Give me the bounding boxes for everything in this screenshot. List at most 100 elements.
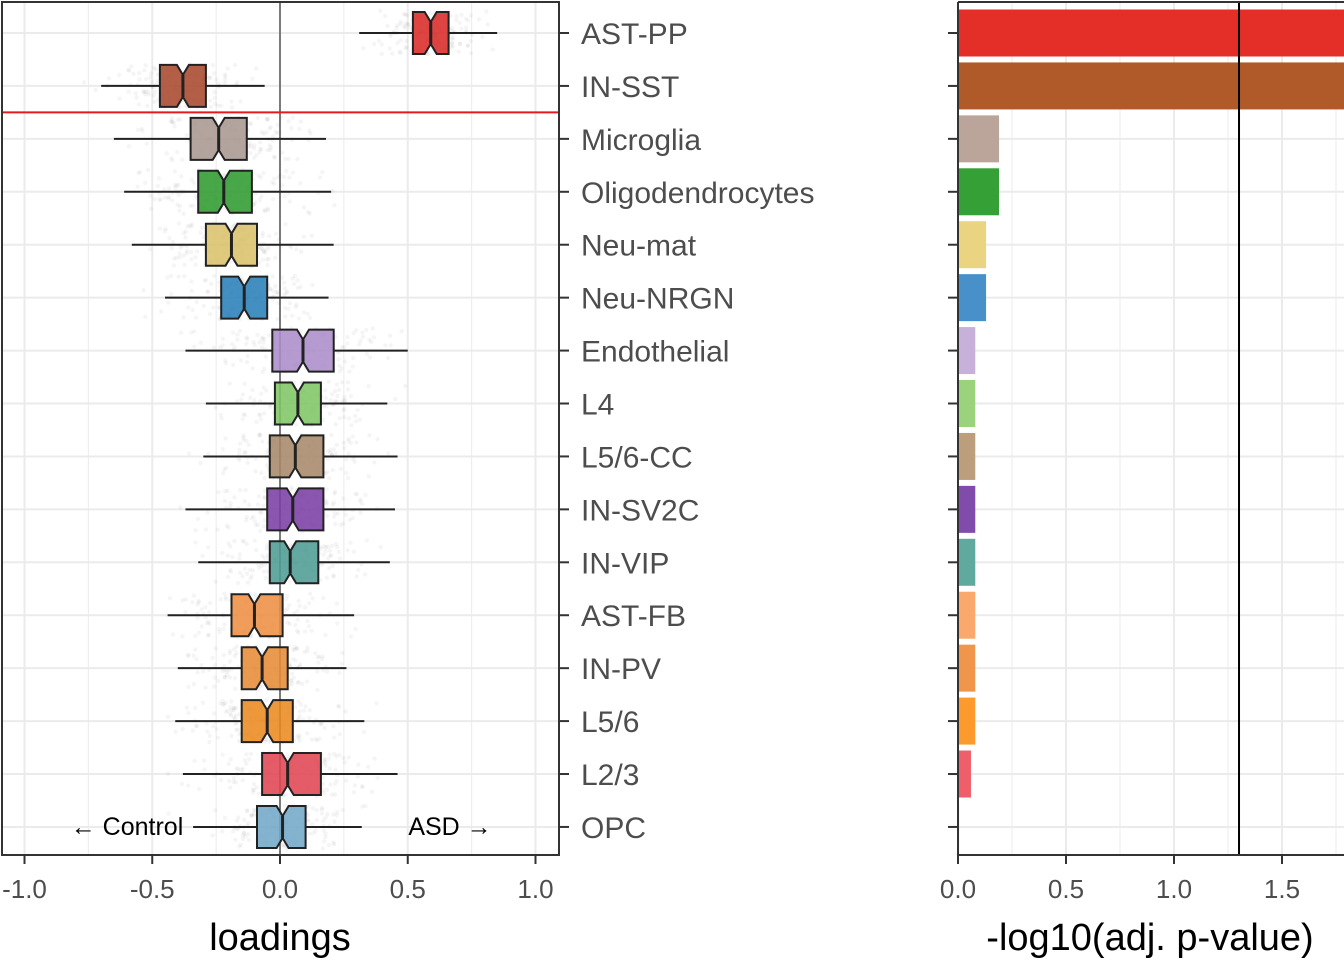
jitter-point bbox=[267, 739, 272, 744]
jitter-point bbox=[283, 792, 288, 797]
jitter-point bbox=[321, 668, 326, 673]
jitter-point bbox=[216, 81, 221, 86]
jitter-point bbox=[402, 25, 408, 30]
jitter-point bbox=[148, 71, 154, 76]
jitter-point bbox=[341, 440, 346, 445]
jitter-point bbox=[223, 700, 228, 706]
jitter-point bbox=[248, 576, 253, 581]
jitter-point bbox=[151, 93, 156, 98]
jitter-point bbox=[192, 758, 197, 763]
jitter-point bbox=[241, 437, 246, 442]
jitter-point bbox=[242, 566, 248, 571]
jitter-point bbox=[259, 563, 264, 569]
jitter-point bbox=[286, 156, 291, 162]
jitter-point bbox=[266, 256, 272, 262]
jitter-point bbox=[298, 284, 303, 290]
jitter-point bbox=[259, 391, 264, 396]
jitter-point bbox=[220, 829, 225, 834]
jitter-point bbox=[265, 450, 270, 455]
jitter-point bbox=[233, 837, 238, 842]
jitter-point bbox=[205, 632, 211, 638]
jitter-point bbox=[228, 711, 233, 716]
jitter-point bbox=[322, 725, 327, 731]
jitter-point bbox=[383, 13, 388, 19]
jitter-point bbox=[302, 629, 308, 634]
jitter-point bbox=[255, 502, 261, 507]
jitter-point bbox=[213, 808, 218, 813]
jitter-point bbox=[216, 678, 221, 684]
jitter-point bbox=[290, 313, 295, 318]
jitter-point bbox=[340, 650, 345, 656]
jitter-point bbox=[186, 653, 191, 658]
jitter-point bbox=[227, 381, 232, 386]
jitter-point bbox=[290, 170, 296, 175]
jitter-point bbox=[141, 89, 146, 94]
jitter-point bbox=[262, 739, 268, 745]
jitter-point bbox=[342, 445, 347, 451]
jitter-point bbox=[240, 836, 246, 842]
jitter-point bbox=[301, 234, 307, 239]
jitter-point bbox=[350, 355, 356, 361]
x-tick-label: 0.5 bbox=[1048, 874, 1084, 904]
boxplot-l5-6-cc bbox=[203, 434, 398, 479]
jitter-point bbox=[287, 661, 293, 666]
jitter-point bbox=[325, 556, 331, 561]
jitter-point bbox=[245, 336, 250, 342]
jitter-point bbox=[171, 263, 177, 268]
box bbox=[266, 487, 325, 532]
jitter-point bbox=[372, 756, 377, 761]
jitter-point bbox=[386, 451, 391, 456]
jitter-point bbox=[395, 23, 400, 28]
jitter-point bbox=[212, 101, 218, 107]
jitter-point bbox=[203, 277, 209, 283]
jitter-point bbox=[337, 369, 343, 374]
jitter-point bbox=[337, 556, 343, 561]
jitter-point bbox=[238, 99, 243, 104]
boxplot-opc bbox=[193, 805, 362, 849]
jitter-point bbox=[348, 540, 353, 545]
jitter-point bbox=[186, 783, 191, 788]
direction-annotations: ← Control ASD → bbox=[71, 813, 492, 841]
jitter-point bbox=[292, 647, 298, 652]
jitter-point bbox=[351, 790, 356, 795]
jitter-point bbox=[353, 413, 358, 418]
jitter-point bbox=[149, 79, 154, 85]
jitter-point bbox=[220, 702, 225, 707]
jitter-point bbox=[262, 336, 267, 342]
jitter-point bbox=[307, 716, 312, 721]
jitter-point bbox=[342, 345, 347, 350]
jitter-point bbox=[307, 831, 313, 836]
jitter-point bbox=[350, 434, 355, 439]
jitter-point bbox=[126, 89, 131, 94]
jitter-point bbox=[229, 99, 234, 104]
jitter-point bbox=[305, 648, 310, 654]
jitter-point bbox=[211, 273, 217, 279]
jitter-point bbox=[264, 546, 269, 551]
jitter-point bbox=[265, 116, 270, 122]
jitter-point bbox=[273, 129, 278, 134]
jitter-point bbox=[254, 420, 259, 425]
jitter-point bbox=[169, 119, 174, 124]
jitter-point bbox=[228, 757, 233, 762]
jitter-point bbox=[228, 504, 233, 509]
jitter-point bbox=[193, 528, 198, 533]
jitter-point bbox=[403, 383, 408, 389]
jitter-point bbox=[175, 149, 180, 155]
jitter-point bbox=[193, 262, 198, 267]
jitter-point bbox=[329, 792, 335, 797]
jitter-point bbox=[279, 150, 285, 155]
jitter-point bbox=[326, 842, 331, 848]
jitter-point bbox=[353, 626, 358, 632]
jitter-point bbox=[200, 669, 206, 674]
cell-type-label: IN-SV2C bbox=[581, 494, 699, 527]
jitter-point bbox=[169, 156, 174, 161]
jitter-point bbox=[174, 255, 179, 260]
jitter-point bbox=[449, 41, 454, 46]
jitter-point bbox=[228, 500, 233, 506]
boxplot-in-sv2c bbox=[185, 487, 395, 532]
jitter-point bbox=[263, 354, 268, 359]
jitter-point bbox=[283, 314, 288, 319]
jitter-point bbox=[189, 257, 194, 262]
jitter-point bbox=[301, 205, 307, 210]
jitter-point bbox=[159, 309, 164, 314]
